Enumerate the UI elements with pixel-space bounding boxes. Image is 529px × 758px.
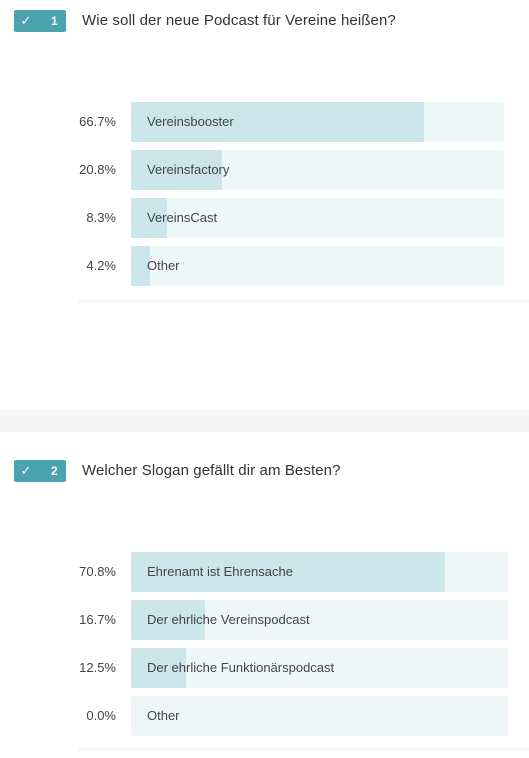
result-bar-track: Der ehrliche Vereinspodcast bbox=[131, 600, 508, 640]
result-bar-track: Other bbox=[131, 696, 508, 736]
question-number: 2 bbox=[51, 464, 58, 478]
result-bar-track: Vereinsbooster bbox=[131, 102, 504, 142]
checkmark-icon: ✓ bbox=[20, 13, 32, 28]
result-bar-fill bbox=[131, 102, 424, 142]
result-row: 20.8% Vereinsfactory bbox=[78, 150, 508, 190]
result-bar-fill bbox=[131, 150, 223, 190]
checkmark-icon: ✓ bbox=[20, 463, 32, 478]
result-label: Vereinsbooster bbox=[147, 114, 234, 129]
result-percent: 4.2% bbox=[86, 258, 116, 273]
result-row: 8.3% VereinsCast bbox=[78, 198, 508, 238]
result-row: 12.5% Der ehrliche Funktionärspodcast bbox=[78, 648, 508, 688]
result-label: VereinsCast bbox=[147, 210, 218, 225]
question-badge-2[interactable]: ✓ 2 bbox=[14, 460, 66, 482]
question-card-2: ✓ 2 Welcher Slogan gefällt dir am Besten… bbox=[0, 432, 529, 758]
question-number: 1 bbox=[51, 14, 58, 28]
result-row: 70.8% Ehrenamt ist Ehrensache bbox=[78, 552, 508, 592]
result-bar-fill bbox=[131, 600, 206, 640]
result-row: 66.7% Vereinsbooster bbox=[78, 102, 508, 142]
result-percent: 70.8% bbox=[79, 564, 116, 579]
result-row: 16.7% Der ehrliche Vereinspodcast bbox=[78, 600, 508, 640]
result-label: Other bbox=[147, 258, 180, 273]
result-label: Der ehrliche Vereinspodcast bbox=[147, 612, 310, 627]
result-percent: 66.7% bbox=[79, 114, 116, 129]
result-bar-fill bbox=[131, 552, 446, 592]
result-bar-track: Ehrenamt ist Ehrensache bbox=[131, 552, 508, 592]
chart-divider bbox=[78, 748, 529, 751]
result-bar-fill bbox=[131, 246, 150, 286]
result-bar-track: VereinsCast bbox=[131, 198, 504, 238]
result-bar-fill bbox=[131, 198, 168, 238]
chart-divider bbox=[78, 300, 529, 303]
question-title: Welcher Slogan gefällt dir am Besten? bbox=[82, 462, 341, 479]
result-percent: 8.3% bbox=[86, 210, 116, 225]
question-card-1: ✓ 1 Wie soll der neue Podcast für Verein… bbox=[14, 10, 529, 303]
result-label: Der ehrliche Funktionärspodcast bbox=[147, 660, 335, 675]
result-label: Other bbox=[147, 708, 180, 723]
result-bar-track: Vereinsfactory bbox=[131, 150, 504, 190]
result-row: 4.2% Other bbox=[78, 246, 508, 286]
section-separator bbox=[0, 410, 529, 432]
result-bar-track: Other bbox=[131, 246, 504, 286]
question-title: Wie soll der neue Podcast für Vereine he… bbox=[82, 12, 396, 29]
result-bar-fill bbox=[131, 648, 187, 688]
result-percent: 0.0% bbox=[86, 708, 116, 723]
result-label: Vereinsfactory bbox=[147, 162, 230, 177]
result-bar-track: Der ehrliche Funktionärspodcast bbox=[131, 648, 508, 688]
result-percent: 16.7% bbox=[79, 612, 116, 627]
question-badge-1[interactable]: ✓ 1 bbox=[14, 10, 66, 32]
result-percent: 12.5% bbox=[79, 660, 116, 675]
result-label: Ehrenamt ist Ehrensache bbox=[147, 564, 293, 579]
result-percent: 20.8% bbox=[79, 162, 116, 177]
result-row: 0.0% Other bbox=[78, 696, 508, 736]
